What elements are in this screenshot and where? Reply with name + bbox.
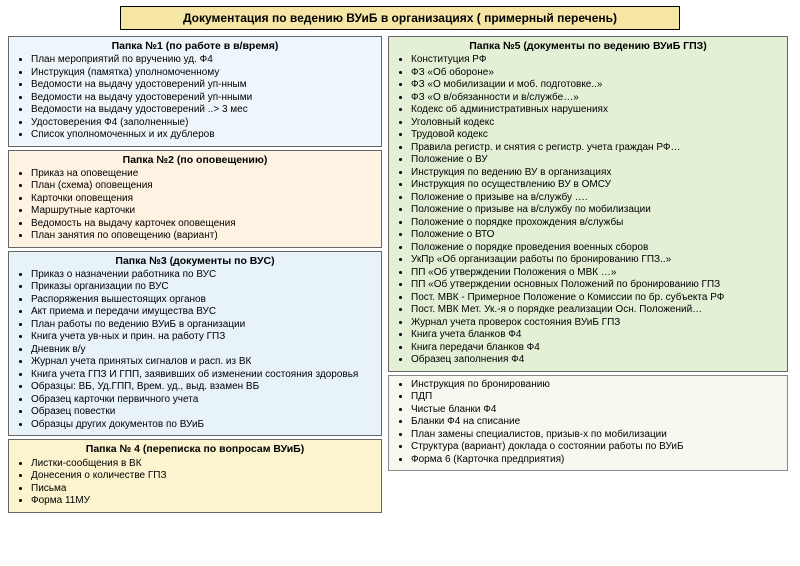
list-item: План (схема) оповещения <box>31 180 375 193</box>
list-item: Форма 6 (Карточка предприятия) <box>411 454 781 467</box>
folder-5-list: Конституция РФ ФЗ «Об обороне» ФЗ «О моб… <box>395 54 781 367</box>
list-item: УкПр «Об организации работы по бронирова… <box>411 254 781 267</box>
folder-3-title: Папка №3 (документы по ВУС) <box>15 255 375 268</box>
folder-2-title: Папка №2 (по оповещению) <box>15 154 375 167</box>
list-item: Инструкция по осуществлению ВУ в ОМСУ <box>411 179 781 192</box>
list-item: Положение о ВУ <box>411 154 781 167</box>
list-item: Конституция РФ <box>411 54 781 67</box>
list-item: Журнал учета проверок состояния ВУиБ ГПЗ <box>411 317 781 330</box>
list-item: Ведомости на выдачу удостоверений ..> 3 … <box>31 104 375 117</box>
list-item: ПП «Об утверждении Положения о МВК …» <box>411 267 781 280</box>
list-item: Образец заполнения Ф4 <box>411 354 781 367</box>
list-item: Книга учета бланков Ф4 <box>411 329 781 342</box>
list-item: Письма <box>31 483 375 496</box>
list-item: Журнал учета принятых сигналов и расп. и… <box>31 356 375 369</box>
list-item: Приказ о назначении работника по ВУС <box>31 269 375 282</box>
list-item: Образец карточки первичного учета <box>31 394 375 407</box>
list-item: Донесения о количестве ГПЗ <box>31 470 375 483</box>
list-item: ФЗ «О в/обязанности и в/службе…» <box>411 92 781 105</box>
list-item: Положение о порядке проведения военных с… <box>411 242 781 255</box>
list-item: Кодекс об административных нарушениях <box>411 104 781 117</box>
list-item: ПДП <box>411 391 781 404</box>
folder-4-panel: Папка № 4 (переписка по вопросам ВУиБ) Л… <box>8 439 382 512</box>
list-item: Уголовный кодекс <box>411 117 781 130</box>
list-item: Список уполномоченных и их дублеров <box>31 129 375 142</box>
list-item: Удостоверения Ф4 (заполненные) <box>31 117 375 130</box>
list-item: Приказ на оповещение <box>31 168 375 181</box>
right-column: Папка №5 (документы по ведению ВУиБ ГПЗ)… <box>388 36 788 513</box>
list-item: Листки-сообщения в ВК <box>31 458 375 471</box>
list-item: Приказы организации по ВУС <box>31 281 375 294</box>
extra-panel: Инструкция по бронированию ПДП Чистые бл… <box>388 375 788 472</box>
list-item: Положение о порядке прохождения в/службы <box>411 217 781 230</box>
list-item: Пост. МВК Мет. Ук.-я о порядке реализаци… <box>411 304 781 317</box>
list-item: План занятия по оповещению (вариант) <box>31 230 375 243</box>
folder-4-list: Листки-сообщения в ВК Донесения о количе… <box>15 458 375 508</box>
list-item: Пост. МВК - Примерное Положение о Комисс… <box>411 292 781 305</box>
list-item: Маршрутные карточки <box>31 205 375 218</box>
columns: Папка №1 (по работе в в/время) План меро… <box>8 36 792 513</box>
list-item: План замены специалистов, призыв-х по мо… <box>411 429 781 442</box>
folder-1-list: План мероприятий по вручению уд. Ф4 Инст… <box>15 54 375 142</box>
list-item: Форма 11МУ <box>31 495 375 508</box>
list-item: Положение о призыве на в/службу …. <box>411 192 781 205</box>
folder-2-list: Приказ на оповещение План (схема) оповещ… <box>15 168 375 243</box>
list-item: ПП «Об утверждении основных Положений по… <box>411 279 781 292</box>
list-item: Бланки Ф4 на списание <box>411 416 781 429</box>
folder-2-panel: Папка №2 (по оповещению) Приказ на опове… <box>8 150 382 248</box>
list-item: Образец повестки <box>31 406 375 419</box>
folder-5-panel: Папка №5 (документы по ведению ВУиБ ГПЗ)… <box>388 36 788 372</box>
list-item: Ведомости на выдачу удостоверений уп-нны… <box>31 79 375 92</box>
list-item: Акт приема и передачи имущества ВУС <box>31 306 375 319</box>
list-item: Ведомости на выдачу удостоверений уп-нны… <box>31 92 375 105</box>
folder-1-panel: Папка №1 (по работе в в/время) План меро… <box>8 36 382 147</box>
list-item: План работы по ведению ВУиБ в организаци… <box>31 319 375 332</box>
list-item: Чистые бланки Ф4 <box>411 404 781 417</box>
list-item: ФЗ «О мобилизации и моб. подготовке..» <box>411 79 781 92</box>
list-item: Ведомость на выдачу карточек оповещения <box>31 218 375 231</box>
folder-3-panel: Папка №3 (документы по ВУС) Приказ о наз… <box>8 251 382 437</box>
list-item: Образцы других документов по ВУиБ <box>31 419 375 432</box>
list-item: Положение о призыве на в/службу по мобил… <box>411 204 781 217</box>
folder-4-title: Папка № 4 (переписка по вопросам ВУиБ) <box>15 443 375 456</box>
list-item: Положение о ВТО <box>411 229 781 242</box>
folder-3-list: Приказ о назначении работника по ВУС При… <box>15 269 375 432</box>
list-item: Образцы: ВБ, Уд.ГПП, Врем. уд., выд. вза… <box>31 381 375 394</box>
list-item: Карточки оповещения <box>31 193 375 206</box>
folder-1-title: Папка №1 (по работе в в/время) <box>15 40 375 53</box>
list-item: Инструкция (памятка) уполномоченному <box>31 67 375 80</box>
list-item: Распоряжения вышестоящих органов <box>31 294 375 307</box>
list-item: Трудовой кодекс <box>411 129 781 142</box>
page-title: Документация по ведению ВУиБ в организац… <box>120 6 680 30</box>
list-item: Книга передачи бланков Ф4 <box>411 342 781 355</box>
list-item: Книга учета ув-ных и прин. на работу ГПЗ <box>31 331 375 344</box>
list-item: План мероприятий по вручению уд. Ф4 <box>31 54 375 67</box>
list-item: Правила регистр. и снятия с регистр. уче… <box>411 142 781 155</box>
list-item: Инструкция по ведению ВУ в организациях <box>411 167 781 180</box>
folder-5-title: Папка №5 (документы по ведению ВУиБ ГПЗ) <box>395 40 781 53</box>
left-column: Папка №1 (по работе в в/время) План меро… <box>8 36 382 513</box>
list-item: Структура (вариант) доклада о состоянии … <box>411 441 781 454</box>
list-item: Инструкция по бронированию <box>411 379 781 392</box>
list-item: Дневник в/у <box>31 344 375 357</box>
extra-list: Инструкция по бронированию ПДП Чистые бл… <box>395 379 781 467</box>
list-item: ФЗ «Об обороне» <box>411 67 781 80</box>
list-item: Книга учета ГПЗ И ГПП, заявивших об изме… <box>31 369 375 382</box>
